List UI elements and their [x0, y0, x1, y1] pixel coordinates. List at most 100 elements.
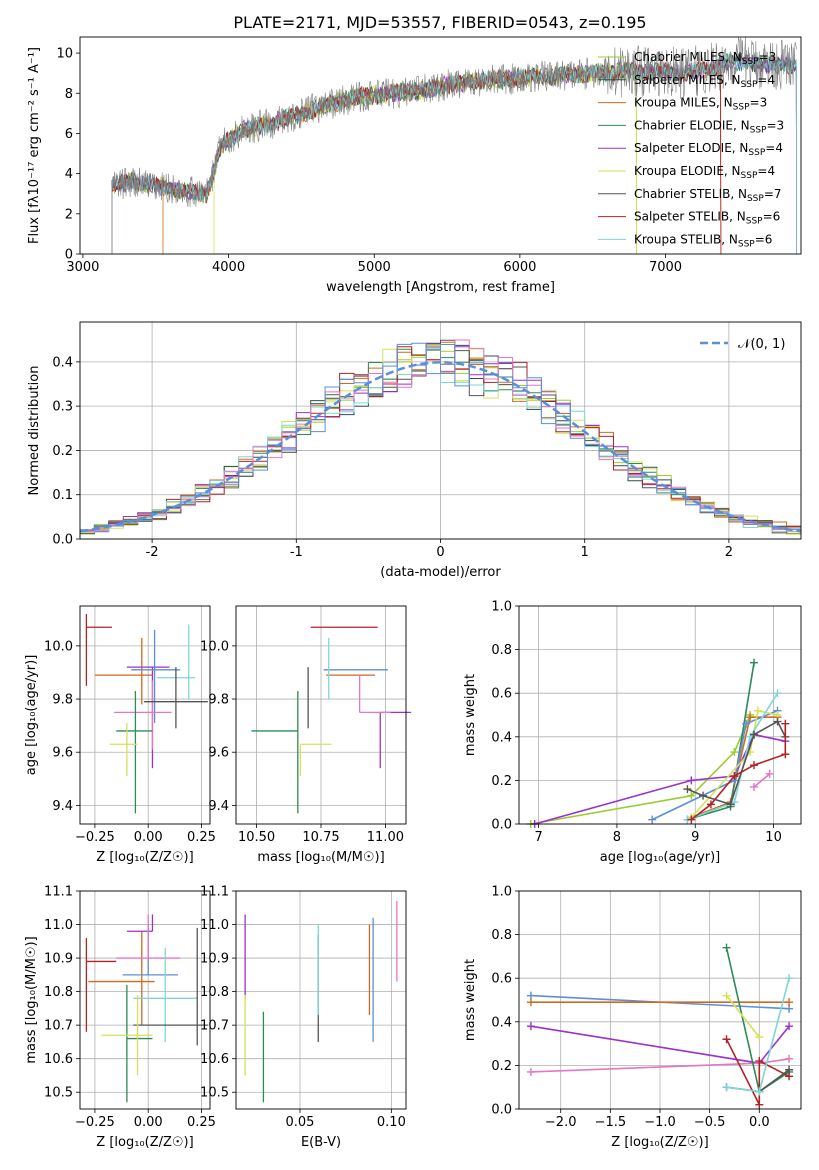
x-tick-label: −0.5 [694, 1115, 726, 1130]
x-tick-label: 1 [581, 545, 589, 560]
x-tick-label: −1.0 [644, 1115, 676, 1130]
data-point [358, 675, 391, 713]
data-point [116, 691, 153, 814]
series-marker [526, 1067, 535, 1076]
data-point [143, 667, 208, 729]
series-marker [750, 658, 758, 667]
data-point [109, 722, 138, 777]
series-marker [750, 730, 758, 739]
x-tick-label: 0.10 [377, 1115, 406, 1130]
y-tick-label: 10.9 [200, 952, 229, 967]
panel-mass-weight-vs-age: 7 8 9 10 0.0 0.2 0.4 0.6 0.8 1.0 age [log₁₀(age/yr… [463, 600, 802, 865]
series-marker [785, 974, 794, 983]
y-axis-label: mass [log₁₀(M/M☉)] [24, 936, 39, 1063]
y-tick-label: 9.4 [208, 799, 229, 814]
y-tick-label: 0.0 [491, 818, 512, 833]
y-tick-label: 0.2 [491, 1059, 512, 1074]
axes-frame [79, 36, 802, 255]
y-tick-label: 10.5 [200, 1086, 229, 1101]
y-tick-label: 10.7 [44, 1019, 73, 1034]
series-marker [755, 1033, 764, 1042]
y-tick-label: 9.8 [208, 693, 229, 708]
y-tick-label: 0.4 [491, 1015, 512, 1030]
series-marker [785, 1054, 794, 1063]
series [722, 1035, 794, 1109]
legend-entry: 𝒩(0, 1) [738, 337, 785, 352]
series-marker [722, 1035, 731, 1044]
y-axis-label: mass weight [463, 959, 478, 1041]
x-tick-label: 0.00 [134, 1115, 163, 1130]
legend-entry: Salpeter STELIB, NSSP=6 [634, 210, 780, 227]
series-marker [742, 719, 751, 728]
series-marker [730, 748, 739, 757]
y-tick-label: 0.0 [491, 1103, 512, 1118]
x-tick-label: 11.00 [367, 830, 404, 845]
model-line [213, 63, 637, 254]
y-tick-label: 0.4 [491, 730, 512, 745]
legend-entry: Chabrier MILES, NSSP=3 [634, 50, 776, 67]
legend-entry: Chabrier STELIB, NSSP=7 [634, 187, 782, 204]
series-marker [773, 717, 782, 726]
y-axis-label: age [log₁₀(age/yr)] [24, 655, 39, 776]
x-axis-label: mass [log₁₀(M/M☉)] [257, 850, 384, 865]
series-marker [765, 769, 774, 778]
y-tick-label: 10.9 [44, 952, 73, 967]
x-axis-label: age [log₁₀(age/yr)] [600, 850, 721, 865]
panel-mass-weight-vs-Z: −2.0 −1.5 −1.0 −0.5 0.0 0.0 0.2 0.4 0.6 0.8 1.0 Z [… [463, 885, 802, 1150]
series-line [725, 1038, 790, 1105]
y-tick-label: 10 [56, 47, 73, 62]
series-marker [687, 815, 696, 824]
data-point [94, 637, 153, 705]
y-tick-label: 10.6 [200, 1052, 229, 1067]
panel-mass-vs-Z: −0.25 0.00 0.25 10.5 10.6 10.7 10.8 10.9 11.0 11.… [24, 885, 216, 1151]
y-tick-label: 4 [65, 167, 73, 182]
axes-frame [79, 321, 802, 540]
y-tick-label: 9.6 [52, 746, 73, 761]
x-tick-label: 6000 [503, 260, 536, 275]
series [683, 689, 782, 824]
x-tick-label: 8 [613, 830, 621, 845]
series [648, 706, 782, 824]
y-tick-label: 0.0 [52, 533, 73, 548]
axes-frame [235, 890, 407, 1110]
series-marker [699, 791, 708, 800]
y-tick-label: 0.6 [491, 972, 512, 987]
y-tick-label: 10.8 [200, 985, 229, 1000]
x-tick-label: 7 [534, 830, 542, 845]
data-point [116, 914, 181, 959]
model-line [111, 52, 797, 254]
x-axis-label: Z [log₁₀(Z/Z☉)] [96, 850, 193, 865]
x-tick-label: 3000 [66, 260, 99, 275]
x-axis-label: Z [log₁₀(Z/Z☉)] [611, 1135, 708, 1150]
y-tick-label: 10.5 [44, 1086, 73, 1101]
y-tick-label: 0.4 [52, 355, 73, 370]
y-tick-label: 0.8 [491, 643, 512, 658]
x-tick-label: −2.0 [545, 1115, 577, 1130]
data-point [133, 927, 208, 1046]
series-marker [750, 761, 758, 770]
series-line [651, 709, 778, 821]
x-tick-label: 10.75 [302, 830, 339, 845]
data-point [379, 711, 412, 769]
y-tick-label: 9.8 [52, 693, 73, 708]
x-tick-label: 7000 [649, 260, 682, 275]
series-marker [755, 1087, 764, 1096]
series-marker [706, 800, 715, 809]
series-line [687, 720, 787, 806]
series-marker [781, 750, 790, 759]
series-marker [755, 1057, 764, 1066]
y-tick-label: 0.2 [491, 774, 512, 789]
y-tick-label: 0.2 [52, 444, 73, 459]
figure-title: PLATE=2171, MJD=53557, FIBERID=0543, z=0… [233, 13, 646, 32]
x-tick-label: 10 [765, 830, 782, 845]
x-tick-label: -2 [146, 545, 159, 560]
series-marker [687, 776, 696, 785]
x-tick-label: 0 [436, 545, 444, 560]
y-tick-label: 10.8 [44, 985, 73, 1000]
y-tick-label: 0.3 [52, 400, 73, 415]
y-axis-label: Flux [fλ10⁻¹⁷ erg cm⁻² s⁻¹ A⁻¹] [27, 47, 42, 244]
series-marker [687, 791, 696, 800]
panel-age-vs-mass: 10.50 10.75 11.00 9.4 9.6 9.8 10.0 mass [log₁₀(… [200, 605, 412, 865]
x-tick-label: 4000 [212, 260, 245, 275]
